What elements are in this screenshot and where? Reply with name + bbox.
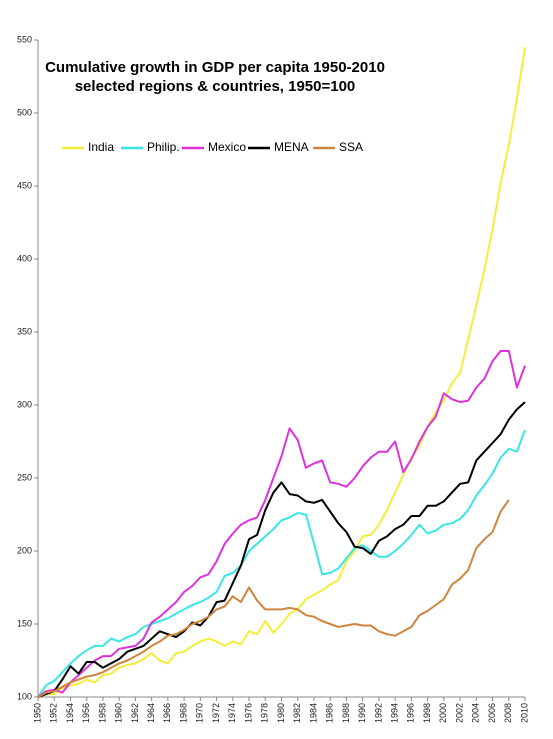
x-tick-label: 1968 — [178, 703, 188, 723]
x-tick-label: 1996 — [406, 703, 416, 723]
x-tick-label: 1958 — [97, 703, 107, 723]
x-tick-label: 1978 — [260, 703, 270, 723]
x-tick-label: 2006 — [487, 703, 497, 723]
x-tick-label: 1962 — [130, 703, 140, 723]
legend-label: Mexico — [208, 140, 246, 154]
x-tick-label: 2002 — [454, 703, 464, 723]
x-tick-label: 1950 — [32, 703, 42, 723]
y-tick-label: 150 — [17, 618, 32, 628]
x-tick-label: 1976 — [243, 703, 253, 723]
y-tick-label: 100 — [17, 691, 32, 701]
x-tick-label: 1980 — [276, 703, 286, 723]
chart-subtitle: selected regions & countries, 1950=100 — [75, 78, 356, 95]
x-tick-label: 1972 — [211, 703, 221, 723]
x-tick-label: 2010 — [519, 703, 529, 723]
y-tick-label: 550 — [17, 34, 32, 44]
y-tick-label: 450 — [17, 180, 32, 190]
x-tick-label: 1970 — [195, 703, 205, 723]
legend-label: SSA — [339, 140, 363, 154]
legend-label: India — [88, 140, 114, 154]
x-tick-label: 1994 — [390, 703, 400, 723]
x-tick-label: 1974 — [227, 703, 237, 723]
legend-label: MENA — [274, 140, 309, 154]
y-tick-label: 400 — [17, 253, 32, 263]
x-tick-label: 1952 — [49, 703, 59, 723]
x-tick-label: 1964 — [146, 703, 156, 723]
y-tick-label: 300 — [17, 399, 32, 409]
y-tick-label: 250 — [17, 472, 32, 482]
y-tick-label: 500 — [17, 107, 32, 117]
series-line — [37, 499, 510, 698]
x-tick-label: 1956 — [81, 703, 91, 723]
series-line — [37, 429, 526, 698]
series-line — [37, 401, 526, 698]
x-tick-label: 1986 — [325, 703, 335, 723]
chart-title: Cumulative growth in GDP per capita 1950… — [45, 59, 385, 76]
legend-label: Philip. — [147, 140, 180, 154]
x-tick-label: 1988 — [341, 703, 351, 723]
x-tick-label: 1992 — [373, 703, 383, 723]
x-tick-label: 2008 — [503, 703, 513, 723]
y-tick-label: 200 — [17, 545, 32, 555]
x-tick-label: 2000 — [438, 703, 448, 723]
x-tick-label: 1966 — [162, 703, 172, 723]
x-tick-label: 2004 — [471, 703, 481, 723]
x-tick-label: 1954 — [65, 703, 75, 723]
x-tick-label: 1984 — [308, 703, 318, 723]
x-tick-label: 1982 — [292, 703, 302, 723]
x-tick-label: 1990 — [357, 703, 367, 723]
x-tick-label: 1960 — [114, 703, 124, 723]
series-line — [37, 47, 526, 698]
x-tick-label: 1998 — [422, 703, 432, 723]
y-tick-label: 350 — [17, 326, 32, 336]
series-line — [37, 350, 526, 698]
